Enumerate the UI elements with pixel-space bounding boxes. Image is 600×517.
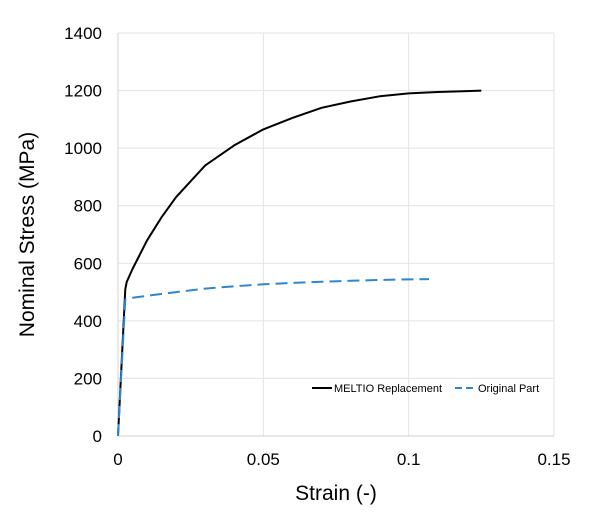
x-tick-label: 0.05: [247, 450, 280, 469]
series-line-meltio-replacement: [117, 89, 482, 437]
y-tick-labels: 0 200 400 600 800 1000 1200 1400: [64, 24, 102, 446]
series-line-original-part: [117, 278, 430, 437]
y-tick-label: 1000: [64, 139, 102, 158]
y-tick-label: 600: [74, 254, 102, 273]
x-tick-labels: 0 0.05 0.1 0.15: [113, 450, 570, 469]
legend-label: Original Part: [478, 383, 539, 395]
y-tick-label: 1400: [64, 24, 102, 43]
y-tick-label: 200: [74, 369, 102, 388]
x-tick-label: 0.15: [537, 450, 570, 469]
plot-frame: [117, 33, 554, 437]
x-tick-label: 0: [113, 450, 122, 469]
y-tick-label: 0: [93, 427, 102, 446]
y-tick-label: 1200: [64, 82, 102, 101]
y-tick-label: 400: [74, 312, 102, 331]
legend: MELTIO Replacement Original Part: [312, 383, 539, 395]
y-tick-label: 800: [74, 197, 102, 216]
grid: [117, 32, 555, 437]
x-axis-label: Strain (-): [295, 482, 377, 505]
legend-label: MELTIO Replacement: [334, 383, 442, 395]
series-group: [117, 89, 482, 437]
x-tick-label: 0.1: [397, 450, 421, 469]
y-axis-label: Nominal Stress (MPa): [16, 132, 39, 337]
